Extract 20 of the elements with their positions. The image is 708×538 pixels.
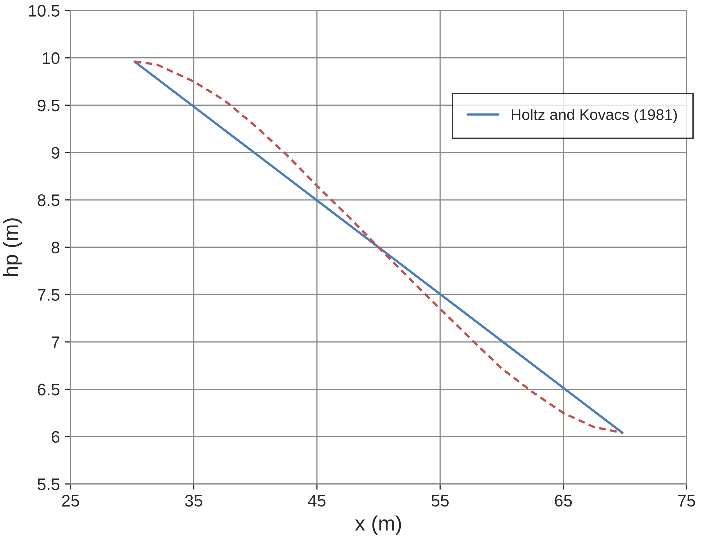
y-tick-label: 8.5 xyxy=(38,194,60,206)
y-tick-label: 6 xyxy=(52,431,60,444)
x-tick-label: 55 xyxy=(432,495,449,507)
y-tick-label: 5.5 xyxy=(38,478,60,490)
y-tick-label: 7.5 xyxy=(38,289,60,302)
y-tick-label: 6.5 xyxy=(38,384,60,396)
x-tick-label: 75 xyxy=(678,495,696,507)
y-tick-label: 9.5 xyxy=(38,100,60,112)
x-axis-title: x (m) xyxy=(355,516,402,536)
x-tick-label: 65 xyxy=(555,495,572,507)
legend-label: Holtz and Kovacs (1981) xyxy=(512,109,678,124)
x-tick-label: 45 xyxy=(308,495,326,507)
y-axis-title: hp (m) xyxy=(2,218,22,276)
y-tick-label: 7 xyxy=(52,336,60,348)
y-tick-label: 10.5 xyxy=(29,5,60,17)
y-tick-label: 8 xyxy=(52,242,60,254)
y-tick-label: 9 xyxy=(52,147,60,159)
x-tick-label: 25 xyxy=(62,495,80,507)
y-tick-label: 10 xyxy=(43,52,60,64)
x-tick-label: 35 xyxy=(185,495,203,507)
